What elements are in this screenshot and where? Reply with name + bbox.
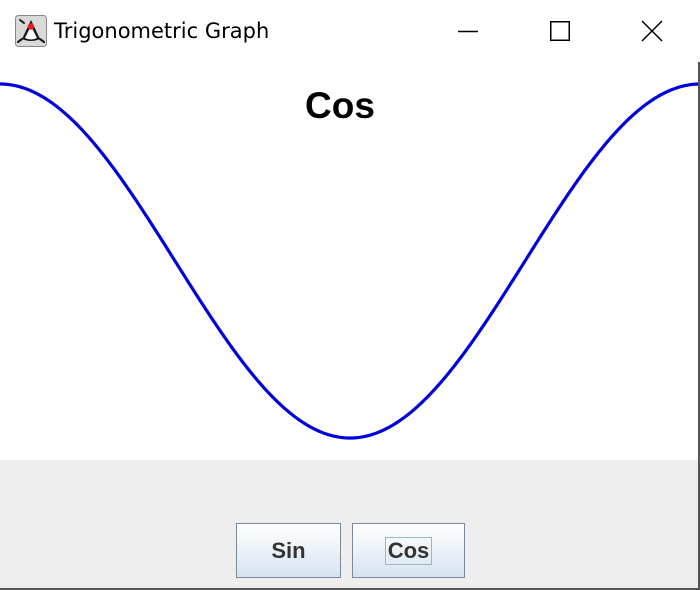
window-title: Trigonometric Graph bbox=[54, 19, 270, 43]
maximize-button[interactable] bbox=[514, 0, 606, 62]
cos-button[interactable]: Cos bbox=[352, 523, 465, 578]
title-bar[interactable]: Trigonometric Graph bbox=[0, 0, 700, 62]
maximize-icon bbox=[550, 21, 570, 41]
window-border-right bbox=[698, 62, 700, 590]
close-icon bbox=[641, 20, 663, 42]
sin-button-label: Sin bbox=[271, 537, 306, 563]
cos-curve bbox=[0, 82, 700, 440]
button-panel: Sin Cos bbox=[0, 460, 700, 590]
graph-canvas bbox=[0, 82, 700, 440]
cos-button-label: Cos bbox=[384, 536, 433, 565]
graph-panel: Cos bbox=[0, 62, 700, 460]
sin-button[interactable]: Sin bbox=[236, 523, 341, 578]
close-button[interactable] bbox=[606, 0, 698, 62]
minimize-icon bbox=[458, 30, 478, 33]
minimize-button[interactable] bbox=[422, 0, 514, 62]
java-duke-icon[interactable] bbox=[15, 15, 47, 47]
window-border-bottom bbox=[0, 588, 700, 590]
graph-title: Cos bbox=[305, 85, 375, 126]
